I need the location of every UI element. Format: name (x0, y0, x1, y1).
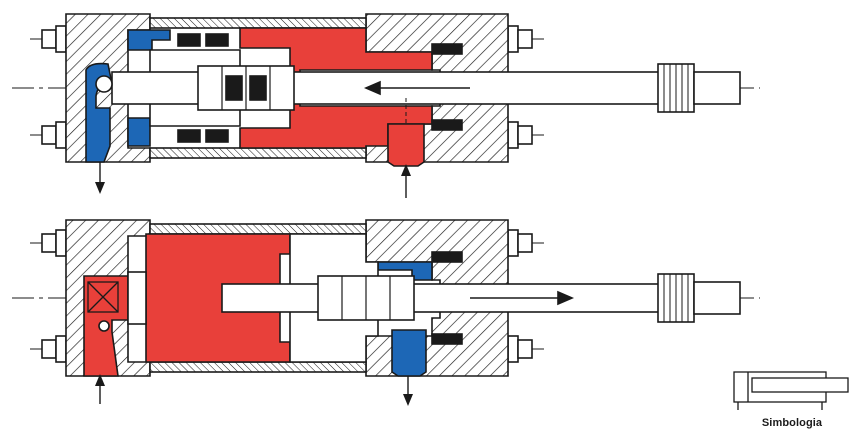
piston-rod-bottom (221, 283, 661, 313)
cushion-valve-top (95, 75, 113, 93)
check-valve-bottom (87, 281, 119, 313)
exhaust-recess-top (127, 117, 151, 147)
exhaust-chamber-top (127, 29, 171, 51)
tie-rod-bolts-left-bottom (30, 229, 67, 363)
exhaust-port-bottom (391, 329, 427, 377)
flow-arrowhead-top (363, 80, 381, 96)
tie-rod-bolts-left-top (30, 25, 67, 149)
rod-thread-top (693, 71, 741, 105)
barrel-wall-top-upper (149, 17, 367, 29)
barrel-wall-top-lower (149, 147, 367, 159)
symbol-caption: Simbologia (761, 417, 823, 429)
rod-thread-bottom (693, 281, 741, 315)
barrel-wall-bottom-lower (149, 361, 367, 373)
piston-seals-top (177, 33, 463, 143)
cylinder-top-view (12, 13, 760, 198)
cylinder-symbol (733, 371, 849, 410)
tie-rod-bolts-right-top (507, 25, 544, 149)
barrel-wall-bottom-upper (149, 223, 367, 235)
pressure-port-top (387, 123, 425, 167)
tie-rod-bolts-right-bottom (507, 229, 544, 363)
cylinder-bottom-view (12, 219, 760, 406)
flow-arrowhead-bottom (557, 290, 575, 306)
